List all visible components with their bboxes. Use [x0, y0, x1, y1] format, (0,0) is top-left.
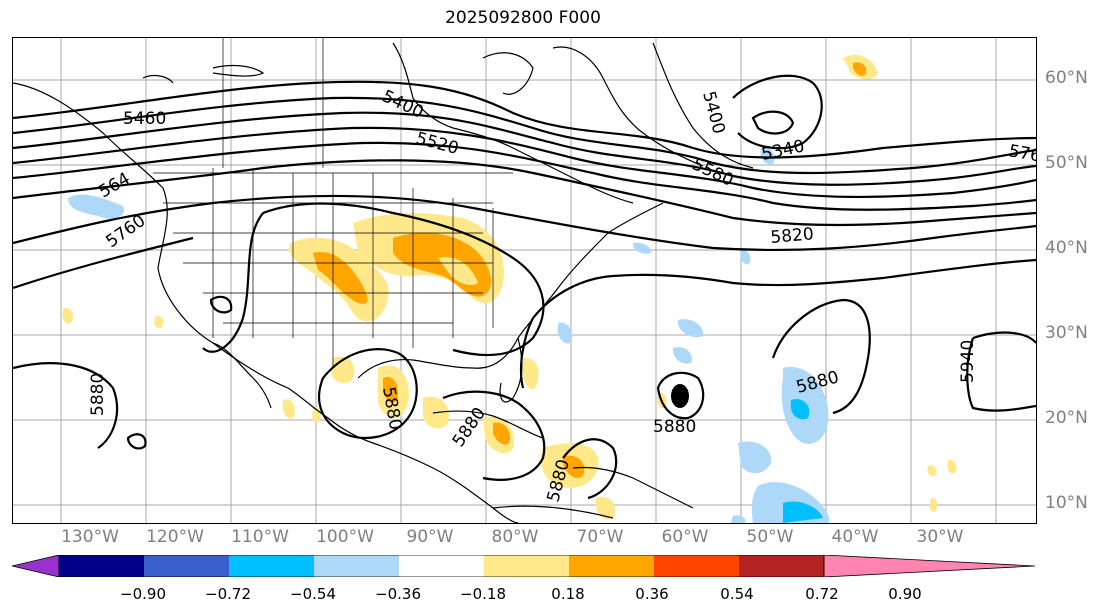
lon-label-70w: 70°W: [576, 527, 624, 547]
colorbar-tick: 0.18: [551, 585, 585, 603]
colorbar-graphic: [11, 554, 1036, 578]
colorbar-segment: [399, 555, 484, 577]
lat-label-30n: 30°N: [1045, 323, 1088, 343]
colorbar-tick: −0.72: [205, 585, 251, 603]
contour-label: 564: [96, 169, 134, 203]
contour-label: 5880: [88, 373, 108, 416]
contour-label: 5940: [958, 340, 978, 383]
lon-label-30w: 30°W: [916, 527, 964, 547]
contour-label: 5340: [760, 136, 806, 165]
lat-label-50n: 50°N: [1045, 153, 1088, 173]
lat-label-10n: 10°N: [1045, 493, 1088, 513]
colorbar-tick: 0.54: [720, 585, 754, 603]
contour-label: 5460: [123, 109, 166, 129]
shaded-anomalies: [62, 54, 957, 523]
lon-label-50w: 50°W: [746, 527, 794, 547]
colorbar-tick: −0.54: [290, 585, 336, 603]
colorbar-tick: 0.36: [635, 585, 669, 603]
colorbar-segment: [569, 555, 654, 577]
lon-label-60w: 60°W: [661, 527, 709, 547]
colorbar-segment: [739, 555, 824, 577]
contour-label: 5820: [770, 224, 815, 248]
lat-label-60n: 60°N: [1045, 68, 1088, 88]
map-title: 2025092800 F000: [445, 8, 601, 28]
height-contours: [13, 74, 1036, 500]
lon-label-100w: 100°W: [316, 527, 374, 547]
colorbar-tick: −0.18: [460, 585, 506, 603]
lat-label-40n: 40°N: [1045, 238, 1088, 258]
contour-label: 5400: [379, 86, 427, 122]
contour-label: 5400: [698, 89, 729, 136]
lon-label-120w: 120°W: [146, 527, 204, 547]
lon-label-80w: 80°W: [491, 527, 539, 547]
contour-label: 5580: [689, 154, 737, 190]
colorbar-segment: [654, 555, 739, 577]
colorbar: [11, 554, 1036, 578]
graticule: [13, 38, 1036, 523]
lon-label-110w: 110°W: [231, 527, 289, 547]
lon-label-130w: 130°W: [61, 527, 119, 547]
colorbar-segment: [484, 555, 569, 577]
contour-label-group: 5460 5400 5520 5400 5340 5580 576 564 57…: [88, 86, 1036, 504]
colorbar-extend-high: [823, 554, 1036, 578]
colorbar-tick: −0.36: [375, 585, 421, 603]
colorbar-segment: [144, 555, 229, 577]
colorbar-tick: −0.90: [120, 585, 166, 603]
colorbar-tick: 0.72: [805, 585, 839, 603]
lon-label-40w: 40°W: [831, 527, 879, 547]
colorbar-segment: [229, 555, 314, 577]
lat-label-20n: 20°N: [1045, 408, 1088, 428]
colorbar-tick: 0.90: [888, 585, 922, 603]
closed-low-marker: [671, 384, 689, 408]
contour-label: 5880: [653, 417, 696, 437]
colorbar-extend-low: [11, 554, 60, 578]
lon-label-90w: 90°W: [406, 527, 454, 547]
contour-label: 576: [1007, 141, 1036, 166]
colorbar-segment: [314, 555, 399, 577]
colorbar-segment: [59, 555, 144, 577]
map-canvas: 5460 5400 5520 5400 5340 5580 576 564 57…: [13, 38, 1036, 523]
map-panel: 5460 5400 5520 5400 5340 5580 576 564 57…: [12, 37, 1037, 524]
